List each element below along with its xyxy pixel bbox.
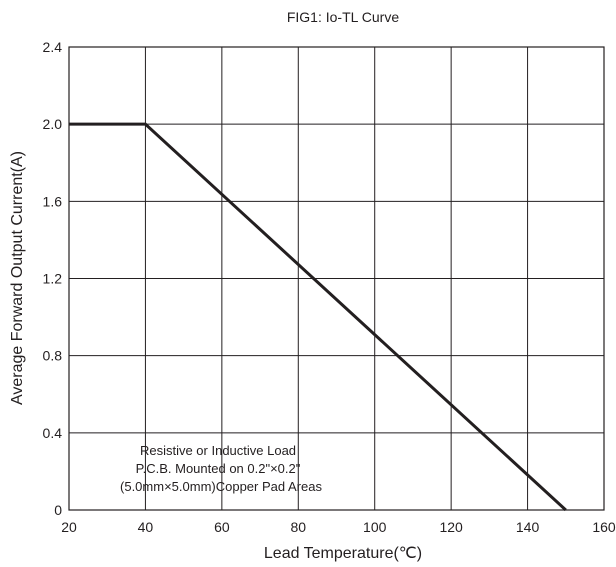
y-tick-label: 2.0 [43,116,63,132]
annotation-line: (5.0mm×5.0mm)Copper Pad Areas [120,479,322,494]
x-tick-label: 40 [138,519,154,535]
x-axis-ticks: 20 40 60 80 100 120 140 160 [61,519,616,535]
y-tick-label: 2.4 [43,39,63,55]
grid [69,47,604,510]
annotation-line: P.C.B. Mounted on 0.2"×0.2" [136,461,301,476]
x-tick-label: 20 [61,519,77,535]
series-group [69,122,567,512]
annotation-line: Resistive or Inductive Load [140,443,296,458]
y-tick-label: 0.8 [43,348,63,364]
plot-frame [68,46,605,511]
plot-border [68,46,605,511]
chart-title: FIG1: Io-TL Curve [287,9,400,25]
y-tick-label: 1.6 [43,193,63,209]
y-tick-label: 1.2 [43,271,63,287]
x-tick-label: 160 [592,519,616,535]
y-axis-label: Average Forward Output Current(A) [9,151,26,405]
x-tick-label: 80 [290,519,306,535]
x-tick-label: 120 [439,519,463,535]
x-tick-label: 60 [214,519,230,535]
x-tick-label: 100 [363,519,387,535]
y-tick-label: 0.4 [43,425,63,441]
y-tick-label: 0 [54,502,62,518]
x-tick-label: 140 [516,519,540,535]
x-axis-label: Lead Temperature(℃) [264,545,422,562]
series-line [69,122,567,512]
conditions-note: Resistive or Inductive Load P.C.B. Mounte… [120,443,322,494]
y-axis-ticks: 0 0.4 0.8 1.2 1.6 2.0 2.4 [43,39,63,518]
